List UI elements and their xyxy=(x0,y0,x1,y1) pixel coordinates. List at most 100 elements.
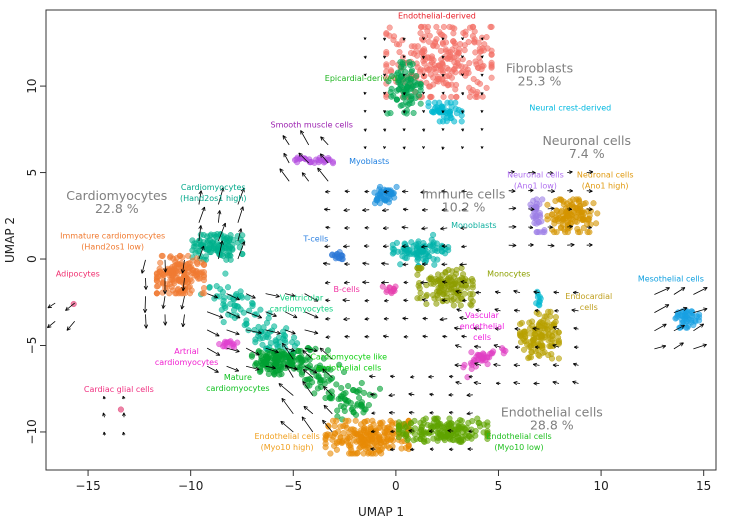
point-endothelial-cells-myo10-high- xyxy=(327,432,333,438)
point-vascular-endothelial-cells xyxy=(471,357,477,363)
point-mature-cardiomyocytes xyxy=(279,371,285,377)
point-neural-crest-derived xyxy=(440,119,446,125)
velocity-arrow xyxy=(123,413,126,418)
point-immature-cardiomyocytes-hand2os1-low- xyxy=(201,285,207,291)
point-endocardial-cells xyxy=(530,338,536,344)
cluster-label-cardiac-glial-cells: Cardiac glial cells xyxy=(84,385,154,394)
cluster-label-neuronal-cells-ano1-high: Neuronal cells(Ano1 high) xyxy=(577,171,634,191)
point-endocardial-cells xyxy=(527,320,533,326)
point-endothelial-cells-myo10-high- xyxy=(369,438,375,444)
point-endocardial-cells xyxy=(548,314,554,320)
velocity-arrow xyxy=(573,381,579,384)
velocity-arrow xyxy=(422,227,428,230)
point-monoblasts xyxy=(416,252,422,258)
point-vascular-endothelial-cells xyxy=(490,351,496,357)
velocity-arrow xyxy=(218,210,221,222)
point-ventricular-cardiomyocytes xyxy=(291,335,297,341)
point-artrial-cardiomyocytes xyxy=(222,343,228,349)
point-endocardial-cells xyxy=(556,330,562,336)
velocity-arrow xyxy=(403,208,408,211)
velocity-arrow xyxy=(455,345,461,348)
point-epicardial-derived xyxy=(418,101,424,107)
point-neuronal-cells-ano1-high- xyxy=(569,213,575,219)
point-mature-cardiomyocytes xyxy=(263,359,269,365)
velocity-arrow xyxy=(402,190,408,193)
point-epicardial-derived xyxy=(408,76,414,82)
point-ventricular-cardiomyocytes xyxy=(265,332,271,338)
label-line: (Ano1 high) xyxy=(582,182,629,191)
point-endocardial-cells xyxy=(544,327,550,333)
velocity-arrow xyxy=(199,207,205,223)
point-monocytes xyxy=(451,303,457,309)
point-cardiomyocyte-like-endothelial-cells xyxy=(338,396,344,402)
point-endothelial-derived xyxy=(422,61,428,67)
point-endothelial-derived xyxy=(466,39,472,45)
point-endothelial-derived xyxy=(449,47,455,53)
label-line: T-cells xyxy=(302,235,328,244)
point-endothelial-cells-myo10-high- xyxy=(370,418,376,424)
point-neuronal-cells-ano1-high- xyxy=(582,210,588,216)
velocity-arrow xyxy=(449,411,453,414)
velocity-arrow xyxy=(548,244,555,247)
point-endothelial-derived xyxy=(443,48,449,54)
label-line: Cardiomyocytes xyxy=(181,183,246,192)
point-endothelial-derived xyxy=(468,89,474,95)
point-cardiomyocytes-hand2os1-high- xyxy=(240,233,246,239)
point-immature-cardiomyocytes-hand2os1-low- xyxy=(189,288,195,294)
point-endothelial-derived xyxy=(384,94,390,100)
point-endothelial-derived xyxy=(441,94,447,100)
point-endothelial-cells-myo10-low- xyxy=(434,416,440,422)
point-endothelial-derived xyxy=(429,94,435,100)
velocity-arrow xyxy=(383,335,389,338)
velocity-arrow xyxy=(422,208,428,211)
point-myoblasts xyxy=(389,189,395,195)
point-endothelial-derived xyxy=(489,48,495,54)
point-ventricular-cardiomyocytes xyxy=(222,303,228,309)
velocity-arrow xyxy=(345,226,350,229)
velocity-arrow xyxy=(461,37,463,39)
cluster-label-monocytes: Monocytes xyxy=(487,269,530,278)
point-endocardial-cells xyxy=(521,347,527,353)
point-endothelial-derived xyxy=(471,39,477,45)
label-line: Cardiomyocyte like xyxy=(310,352,387,361)
velocity-arrow xyxy=(383,56,385,59)
label-line: 7.4 % xyxy=(569,146,605,161)
point-endothelial-derived xyxy=(462,47,468,53)
x-tick-label: 5 xyxy=(495,479,503,493)
point-endothelial-derived xyxy=(480,94,486,100)
point-endocardial-cyan-subcluster- xyxy=(538,296,544,302)
point-immature-cardiomyocytes-hand2os1-low- xyxy=(169,284,175,290)
point-ventricular-cardiomyocytes xyxy=(238,293,244,299)
label-line: Artrial xyxy=(174,347,199,356)
point-endothelial-cells-myo10-high- xyxy=(390,438,396,444)
velocity-arrow xyxy=(410,375,414,378)
velocity-arrow xyxy=(389,394,395,397)
point-monocytes xyxy=(434,301,440,307)
point-monoblasts xyxy=(390,242,396,248)
point-endothelial-cells-myo10-high- xyxy=(363,430,369,436)
point-neural-crest-derived xyxy=(426,104,432,110)
point-endothelial-derived xyxy=(441,24,447,30)
y-tick-label: 5 xyxy=(25,169,39,177)
point-epicardial-derived xyxy=(411,110,417,116)
point-endothelial-derived xyxy=(488,24,494,30)
velocity-arrow xyxy=(553,381,559,384)
velocity-arrow xyxy=(455,364,462,367)
x-tick-label: 0 xyxy=(392,479,400,493)
velocity-arrow xyxy=(567,189,573,192)
point-epicardial-derived xyxy=(394,97,400,103)
point-neural-crest-derived xyxy=(447,109,453,115)
point-endothelial-cells-myo10-high- xyxy=(330,418,336,424)
label-line: (Ano1 low) xyxy=(514,182,557,191)
point-endothelial-derived xyxy=(418,67,424,73)
point-cardiomyocyte-like-endothelial-cells xyxy=(345,383,351,389)
velocity-arrow xyxy=(363,262,370,265)
velocity-arrow xyxy=(461,245,466,248)
velocity-arrow xyxy=(364,37,366,39)
point-epicardial-derived xyxy=(409,68,415,74)
velocity-arrow xyxy=(554,291,559,294)
velocity-arrow xyxy=(456,381,462,384)
velocity-arrow xyxy=(430,448,434,451)
